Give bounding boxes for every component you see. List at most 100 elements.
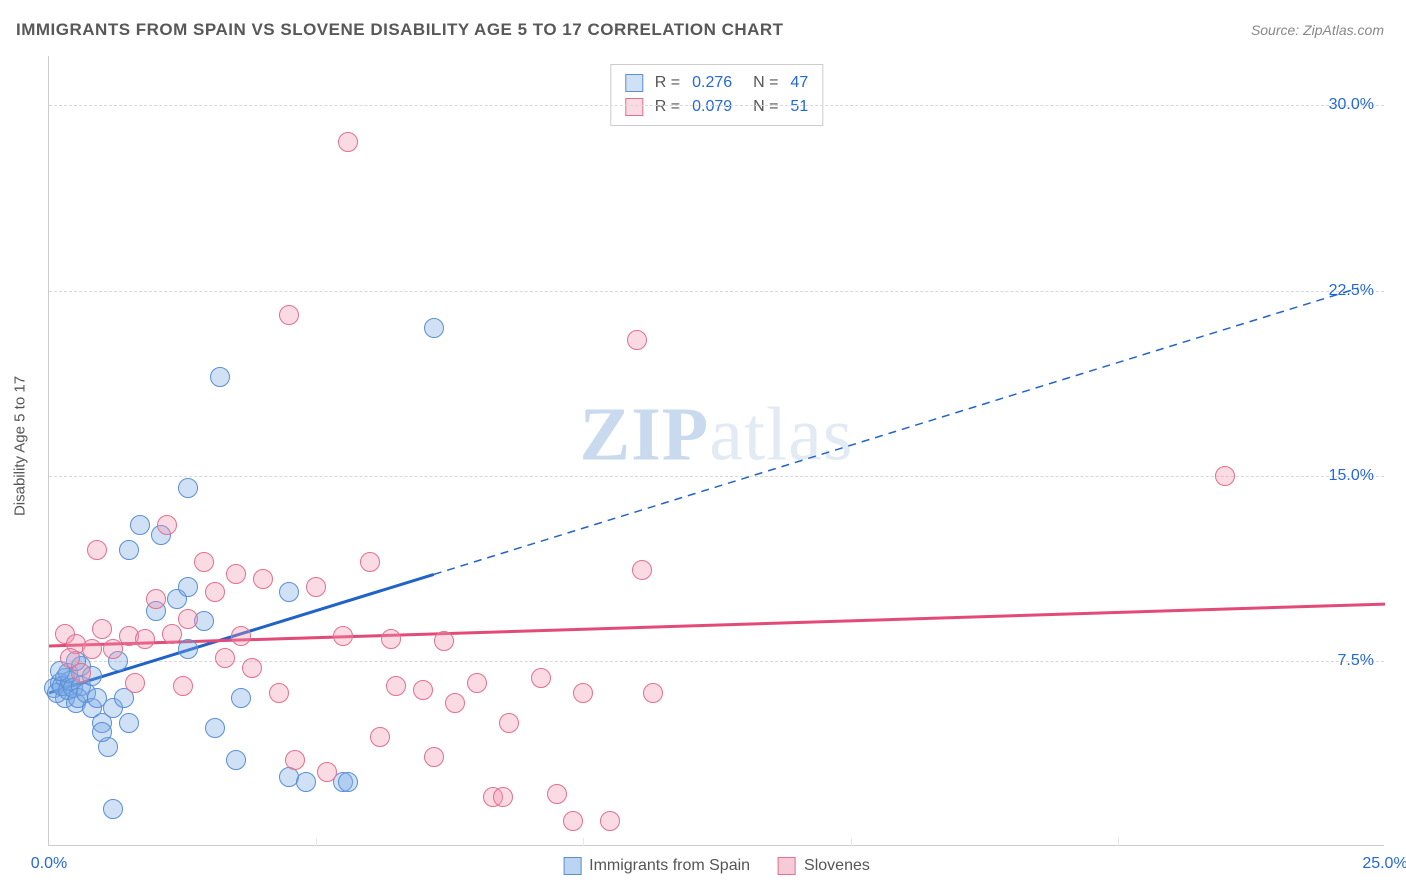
x-tick-mark (1118, 838, 1119, 846)
scatter-point (178, 478, 198, 498)
scatter-point (119, 540, 139, 560)
x-tick-mark (851, 838, 852, 846)
scatter-point (360, 552, 380, 572)
scatter-point (279, 582, 299, 602)
n-value-spain: 47 (790, 71, 808, 95)
r-value-slovenes: 0.079 (692, 95, 732, 119)
legend-item-slovenes: Slovenes (778, 857, 870, 875)
scatter-point (493, 787, 513, 807)
y-tick-label: 30.0% (1329, 96, 1374, 114)
scatter-point (547, 784, 567, 804)
scatter-point (242, 658, 262, 678)
scatter-point (499, 713, 519, 733)
y-axis-label: Disability Age 5 to 17 (12, 376, 29, 516)
scatter-point (1215, 466, 1235, 486)
chart-container: IMMIGRANTS FROM SPAIN VS SLOVENE DISABIL… (0, 0, 1406, 892)
scatter-point (87, 540, 107, 560)
scatter-point (632, 560, 652, 580)
x-tick-label: 0.0% (31, 855, 67, 873)
gridline-h (49, 291, 1384, 292)
scatter-point (135, 629, 155, 649)
trend-line-dashed (434, 288, 1359, 574)
scatter-point (215, 648, 235, 668)
n-value-slovenes: 51 (790, 95, 808, 119)
series-legend: Immigrants from Spain Slovenes (563, 857, 870, 875)
y-tick-label: 7.5% (1338, 652, 1374, 670)
legend-swatch-spain (563, 857, 581, 875)
x-tick-mark (316, 838, 317, 846)
scatter-point (60, 648, 80, 668)
scatter-point (269, 683, 289, 703)
scatter-point (338, 772, 358, 792)
scatter-point (119, 713, 139, 733)
scatter-point (231, 688, 251, 708)
scatter-point (627, 330, 647, 350)
scatter-point (306, 577, 326, 597)
scatter-point (231, 626, 251, 646)
scatter-point (370, 727, 390, 747)
watermark-atlas: atlas (709, 392, 853, 476)
plot-area: ZIPatlas R = 0.276 N = 47 R = 0.079 N = … (48, 56, 1384, 846)
y-tick-label: 22.5% (1329, 282, 1374, 300)
scatter-point (92, 619, 112, 639)
legend-item-spain: Immigrants from Spain (563, 857, 750, 875)
chart-title: IMMIGRANTS FROM SPAIN VS SLOVENE DISABIL… (16, 20, 784, 40)
swatch-spain (625, 74, 643, 92)
legend-row-spain: R = 0.276 N = 47 (625, 71, 808, 95)
scatter-point (317, 762, 337, 782)
scatter-point (467, 673, 487, 693)
scatter-point (82, 639, 102, 659)
n-label: N = (744, 71, 778, 95)
y-tick-label: 15.0% (1329, 467, 1374, 485)
legend-label-spain: Immigrants from Spain (589, 857, 750, 875)
scatter-point (643, 683, 663, 703)
watermark-zip: ZIP (580, 392, 710, 476)
r-label: R = (655, 71, 680, 95)
scatter-point (178, 609, 198, 629)
n-label: N = (744, 95, 778, 119)
scatter-point (279, 305, 299, 325)
scatter-point (424, 747, 444, 767)
legend-label-slovenes: Slovenes (804, 857, 870, 875)
scatter-point (381, 629, 401, 649)
scatter-point (194, 552, 214, 572)
scatter-point (413, 680, 433, 700)
r-value-spain: 0.276 (692, 71, 732, 95)
scatter-point (434, 631, 454, 651)
scatter-point (103, 799, 123, 819)
x-tick-mark (583, 838, 584, 846)
scatter-point (130, 515, 150, 535)
scatter-point (162, 624, 182, 644)
scatter-point (205, 718, 225, 738)
scatter-point (296, 772, 316, 792)
scatter-point (226, 750, 246, 770)
scatter-point (205, 582, 225, 602)
swatch-slovenes (625, 98, 643, 116)
trend-lines-svg (49, 56, 1385, 846)
scatter-point (573, 683, 593, 703)
scatter-point (531, 668, 551, 688)
scatter-point (157, 515, 177, 535)
legend-row-slovenes: R = 0.079 N = 51 (625, 95, 808, 119)
scatter-point (600, 811, 620, 831)
scatter-point (178, 577, 198, 597)
gridline-h (49, 105, 1384, 106)
scatter-point (173, 676, 193, 696)
scatter-point (563, 811, 583, 831)
legend-swatch-slovenes (778, 857, 796, 875)
scatter-point (92, 722, 112, 742)
scatter-point (226, 564, 246, 584)
r-label: R = (655, 95, 680, 119)
gridline-h (49, 476, 1384, 477)
scatter-point (178, 639, 198, 659)
watermark: ZIPatlas (580, 391, 854, 478)
correlation-legend: R = 0.276 N = 47 R = 0.079 N = 51 (610, 64, 823, 126)
scatter-point (424, 318, 444, 338)
scatter-point (253, 569, 273, 589)
source-attribution: Source: ZipAtlas.com (1251, 22, 1384, 38)
scatter-point (386, 676, 406, 696)
scatter-point (125, 673, 145, 693)
scatter-point (210, 367, 230, 387)
scatter-point (338, 132, 358, 152)
x-tick-label: 25.0% (1362, 855, 1406, 873)
